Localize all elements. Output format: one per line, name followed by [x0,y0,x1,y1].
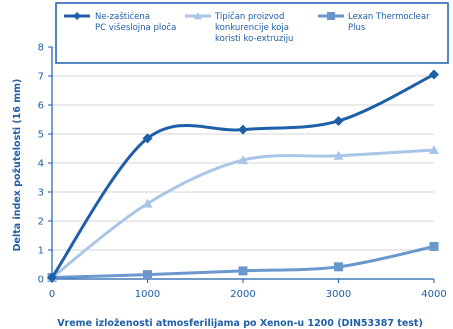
data-point-marker [429,69,439,80]
x-tick-label: 3000 [326,289,351,300]
data-point-marker [238,266,248,276]
y-tick-label: 0 [38,275,44,286]
axes [48,46,435,283]
y-tick-label: 6 [38,101,44,112]
data-point-marker [47,272,57,283]
y-tick-labels: 0 1 2 3 4 5 6 7 8 [38,43,44,286]
x-tick-label: 1000 [135,289,160,300]
data-point-marker [333,150,344,160]
x-tick-label: 4000 [421,289,446,300]
legend-label: konkurencije koja [215,23,289,33]
legend-label: Tipičan proizvod [214,11,284,22]
legend-label: PC višeslojna ploča [95,22,176,33]
data-point-marker [143,270,152,280]
y-tick-label: 2 [38,217,44,228]
data-point-marker [142,133,153,144]
data-point-marker [142,198,153,208]
y-tick-label: 4 [38,159,44,170]
x-tick-label: 0 [49,289,55,300]
x-tick-label: 2000 [230,289,255,300]
legend-label: koristi ko-extruziju [215,34,293,44]
data-point-marker [429,242,439,252]
legend-label: Lexan Thermoclear [348,12,430,22]
legend-swatch-marker [73,12,81,20]
series-line-1 [50,148,436,280]
legend-label: Plus [348,23,366,33]
grid-lines [52,46,434,251]
y-tick-label: 5 [38,130,44,141]
legend-box [55,2,449,64]
y-axis-title: Delta index požutelosti (16 mm) [12,79,23,252]
series-lines [47,69,439,283]
x-tick-labels: 0 1000 2000 3000 4000 [49,289,447,300]
series-line-0 [50,73,436,280]
data-point-marker [238,124,248,135]
legend-label: Ne-zaštićena [95,11,150,22]
y-tick-label: 3 [38,188,44,199]
y-tick-label: 1 [38,246,44,257]
data-point-marker [333,115,344,126]
data-point-marker [238,155,248,165]
x-axis-title: Vreme izloženosti atmosferilijama po Xen… [57,318,423,329]
legend-swatch-marker [327,12,335,20]
data-point-marker [334,262,343,272]
y-tick-label: 8 [38,43,44,54]
data-point-marker [429,144,439,154]
y-tick-label: 7 [38,72,44,83]
legend-swatch-marker [194,12,202,20]
